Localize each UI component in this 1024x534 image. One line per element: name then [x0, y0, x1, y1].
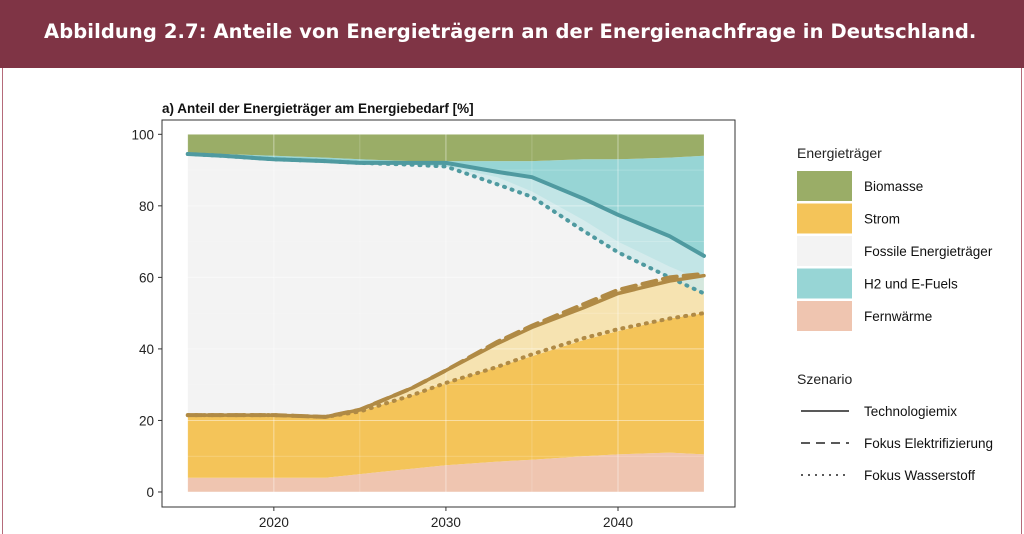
area-strom	[187, 313, 705, 478]
y-tick-label: 60	[139, 270, 154, 285]
legend-title-scenario: Szenario	[797, 371, 852, 387]
line-h2-fokus-wasserstoff	[185, 152, 706, 296]
y-tick-label: 0	[146, 485, 154, 500]
x-tick-label: 2020	[259, 515, 289, 530]
y-tick-label: 100	[131, 127, 154, 142]
line-strom-fokus-wasserstoff	[185, 311, 706, 419]
y-tick-label: 20	[139, 413, 154, 428]
plot-lines	[185, 152, 706, 419]
page-title: Abbildung 2.7: Anteile von Energieträger…	[44, 20, 977, 43]
legend: Energieträger Szenario Biomasse Strom Foss…	[797, 145, 993, 483]
y-tick-label: 40	[139, 342, 154, 357]
plot-frame	[161, 119, 736, 508]
chart-title: a) Anteil der Energieträger am Energiebe…	[162, 101, 474, 116]
area-biomasse	[187, 134, 705, 162]
legend-label: Biomasse	[864, 179, 923, 194]
legend-label: H2 und E-Fuels	[864, 277, 958, 292]
legend-swatch	[797, 268, 852, 299]
header-banner: Abbildung 2.7: Anteile von Energieträger…	[0, 0, 1024, 68]
plot-areas	[162, 120, 735, 507]
legend-energy-items: Biomasse Strom Fossile Energieträger H2 und…	[797, 171, 993, 331]
legend-label: Fossile Energieträger	[864, 244, 993, 259]
y-tick-label: 80	[139, 199, 154, 214]
x-tick-label: 2040	[603, 515, 633, 530]
legend-label: Technologiemix	[864, 404, 957, 419]
legend-swatch	[797, 203, 852, 234]
area-fernwaerme	[187, 452, 705, 492]
legend-label: Fokus Wasserstoff	[864, 468, 975, 483]
legend-title-energy: Energieträger	[797, 145, 882, 161]
x-tick-label: 2030	[431, 515, 461, 530]
legend-label: Strom	[864, 212, 900, 227]
legend-scenario-items: Technologiemix Fokus Elektrifizierung Foku…	[801, 404, 993, 483]
area-h2	[187, 152, 705, 281]
legend-swatch	[797, 236, 852, 266]
legend-swatch	[797, 171, 852, 201]
legend-label: Fernwärme	[864, 309, 932, 324]
frame-border-right	[1021, 68, 1022, 534]
plot-grid	[162, 120, 735, 507]
frame-border-left	[2, 68, 3, 534]
legend-label: Fokus Elektrifizierung	[864, 436, 993, 451]
legend-swatch	[797, 301, 852, 331]
band-h2-scenarios	[187, 154, 705, 294]
